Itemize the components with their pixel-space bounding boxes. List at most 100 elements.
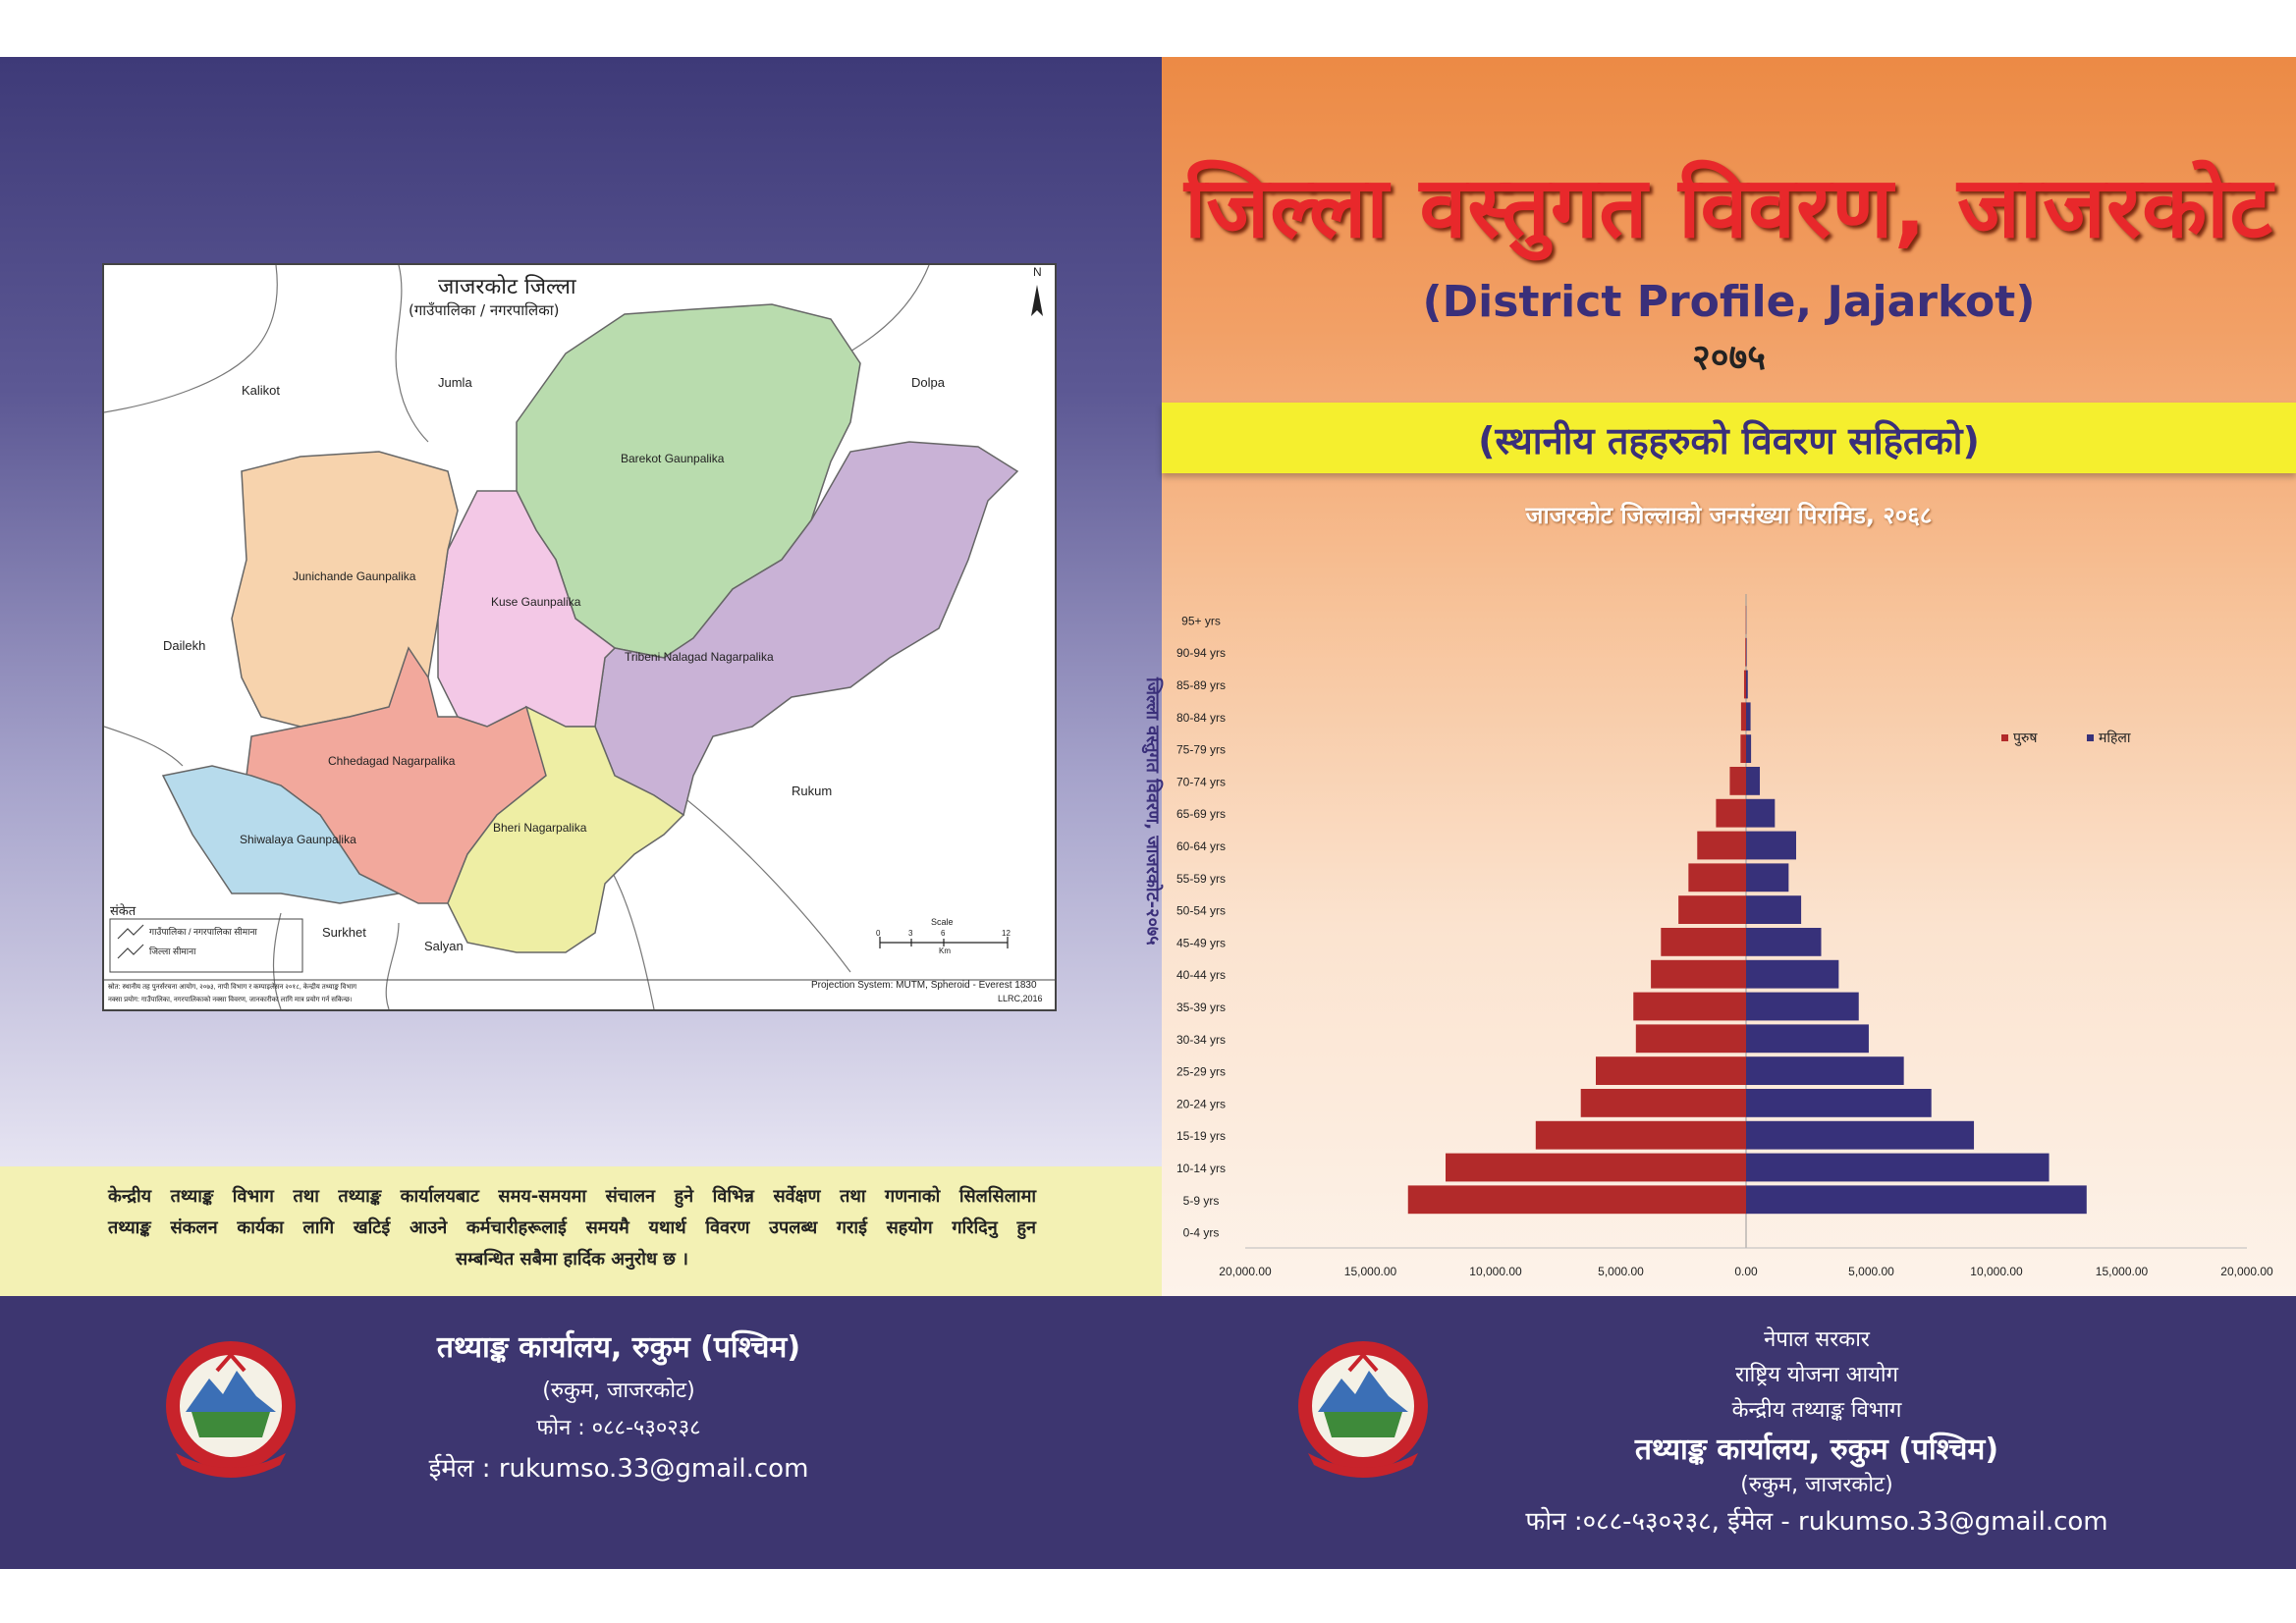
female-bar — [1746, 767, 1761, 795]
label-shiwalaya: Shiwalaya Gaunpalika — [240, 833, 356, 846]
label-chhedagad: Chhedagad Nagarpalika — [328, 754, 456, 768]
neighbor-surkhet: Surkhet — [322, 925, 366, 940]
chart-title: जाजरकोट जिल्लाको जनसंख्या पिरामिड, २०६८ — [1525, 502, 1933, 529]
x-tick-label: 10,000.00 — [1469, 1265, 1522, 1278]
age-label: 90-94 yrs — [1176, 646, 1226, 660]
age-label: 45-49 yrs — [1176, 936, 1226, 949]
map-subtitle: (गाउँपालिका / नगरपालिका) — [409, 301, 560, 319]
male-bar — [1740, 734, 1746, 763]
female-bar — [1746, 1024, 1869, 1054]
label-barekot: Barekot Gaunpalika — [621, 452, 725, 465]
subtitle-band-text: (स्थानीय तहहरुको विवरण सहितको) — [1478, 419, 1980, 462]
legend-male-label: पुरुष — [2013, 730, 2038, 746]
age-label: 50-54 yrs — [1176, 904, 1226, 918]
x-tick-label: 15,000.00 — [1344, 1265, 1397, 1278]
nepal-emblem-left — [166, 1341, 296, 1478]
age-label: 30-34 yrs — [1176, 1033, 1226, 1047]
male-bar — [1596, 1056, 1746, 1085]
label-bheri: Bheri Nagarpalika — [493, 821, 587, 835]
request-note: केन्द्रीय तथ्याङ्क विभाग तथा तथ्याङ्क का… — [0, 1184, 1162, 1292]
age-label: 65-69 yrs — [1176, 807, 1226, 821]
female-bar — [1746, 1153, 2050, 1182]
map-north-label: N — [1033, 265, 1042, 279]
footer-right-dept: केन्द्रीय तथ्याङ्क विभाग — [1731, 1398, 1902, 1423]
male-bar — [1745, 637, 1746, 667]
note-line-1: केन्द्रीय तथ्याङ्क विभाग तथा तथ्याङ्क का… — [108, 1186, 1036, 1207]
footer-right-location: (रुकुम, जाजरकोट) — [1740, 1473, 1893, 1497]
female-bar — [1746, 895, 1802, 924]
scale-tick-12: 12 — [1002, 929, 1011, 938]
legend-item-municipal: गाउँपालिका / नगरपालिका सीमाना — [149, 927, 257, 937]
x-tick-label: 5,000.00 — [1598, 1265, 1644, 1278]
subtitle-band — [1162, 403, 2296, 473]
male-bar — [1740, 702, 1746, 731]
map-shiwalaya — [161, 765, 402, 904]
male-bar — [1651, 959, 1746, 989]
legend-title: संकेत — [110, 903, 137, 918]
age-label: 25-29 yrs — [1176, 1065, 1226, 1079]
footer-right-commission: राष्ट्रिय योजना आयोग — [1734, 1363, 1898, 1387]
neighbor-jumla: Jumla — [438, 375, 472, 390]
nepal-emblem-right — [1298, 1341, 1428, 1478]
female-bar — [1746, 959, 1839, 989]
population-pyramid-chart: 0-4 yrs 5-9 yrs 10-14 yrs 15-19 yrs 20-24 yr… — [1176, 594, 2273, 1278]
female-bar — [1746, 1089, 1932, 1117]
legend-male-swatch — [2001, 734, 2008, 741]
female-bar — [1746, 1120, 1975, 1150]
male-bar — [1661, 928, 1746, 956]
label-kuse: Kuse Gaunpalika — [491, 595, 581, 609]
female-bar — [1746, 992, 1859, 1021]
footer-right-contact: फोन :०८८-५३०२३८, ईमेल - rukumso.33@gmail… — [1525, 1507, 2108, 1537]
age-label: 15-19 yrs — [1176, 1129, 1226, 1143]
scale-label: Scale — [931, 917, 954, 927]
male-bar — [1633, 992, 1746, 1021]
female-bar — [1746, 670, 1748, 699]
year-label: २०७५ — [1692, 338, 1766, 378]
scale-tick-6: 6 — [941, 929, 946, 938]
male-bar — [1580, 1089, 1746, 1117]
map-credit: LLRC,2016 — [998, 994, 1043, 1003]
footer-right-office: तथ्याङ्क कार्यालय, रुकुम (पश्चिम) — [1634, 1433, 1999, 1467]
legend-item-district: जिल्ला सीमाना — [149, 947, 196, 956]
scale-unit: Km — [939, 947, 951, 955]
x-tick-label: 15,000.00 — [2096, 1265, 2149, 1278]
neighbor-rukum: Rukum — [792, 784, 833, 798]
female-bar — [1746, 702, 1751, 731]
scale-tick-0: 0 — [876, 929, 881, 938]
map-drawing — [104, 265, 1055, 1009]
label-junichande: Junichande Gaunpalika — [293, 569, 416, 583]
footer-left-email: ईमेल : rukumso.33@gmail.com — [428, 1454, 809, 1484]
neighbor-salyan: Salyan — [424, 939, 464, 953]
neighbor-kalikot: Kalikot — [242, 383, 281, 398]
age-label: 0-4 yrs — [1183, 1226, 1220, 1240]
female-bar — [1746, 1056, 1904, 1085]
label-tribeni: Tribeni Nalagad Nagarpalika — [625, 650, 774, 664]
age-label: 85-89 yrs — [1176, 678, 1226, 692]
female-bar — [1746, 637, 1747, 667]
note-line-3: सम्बन्धित सबैमा हार्दिक अनुरोध छ । — [455, 1249, 689, 1270]
male-bar — [1678, 895, 1746, 924]
map-source-2: नक्सा प्रयोग: गाउँपालिका, नगरपालिकाको नक… — [108, 997, 353, 1003]
neighbor-dailekh: Dailekh — [163, 638, 206, 653]
female-bar — [1746, 831, 1796, 860]
scale-tick-3: 3 — [908, 929, 913, 938]
age-label: 20-24 yrs — [1176, 1097, 1226, 1110]
note-line-2: तथ्याङ्क संकलन कार्यका लागि खटिई आउने कर… — [108, 1217, 1036, 1238]
female-bar — [1746, 928, 1822, 956]
request-note-panel — [0, 1166, 1162, 1296]
legend-female-swatch — [2087, 734, 2094, 741]
footer-left-phone: फोन : ०८८-५३०२३८ — [536, 1416, 701, 1440]
english-title: (District Profile, Jajarkot) — [1422, 277, 2036, 327]
male-bar — [1697, 831, 1746, 860]
x-tick-label: 20,000.00 — [1219, 1265, 1272, 1278]
male-bar — [1743, 670, 1746, 699]
north-arrow-icon — [1031, 285, 1043, 316]
male-bar — [1716, 798, 1746, 828]
age-label: 5-9 yrs — [1183, 1194, 1220, 1208]
map-title: जाजरकोट जिल्ला — [438, 275, 576, 299]
map-bheri — [447, 705, 685, 953]
footer-bar — [0, 1296, 2296, 1569]
age-label: 40-44 yrs — [1176, 968, 1226, 982]
x-tick-label: 0.00 — [1734, 1265, 1758, 1278]
female-bar — [1746, 1185, 2087, 1215]
